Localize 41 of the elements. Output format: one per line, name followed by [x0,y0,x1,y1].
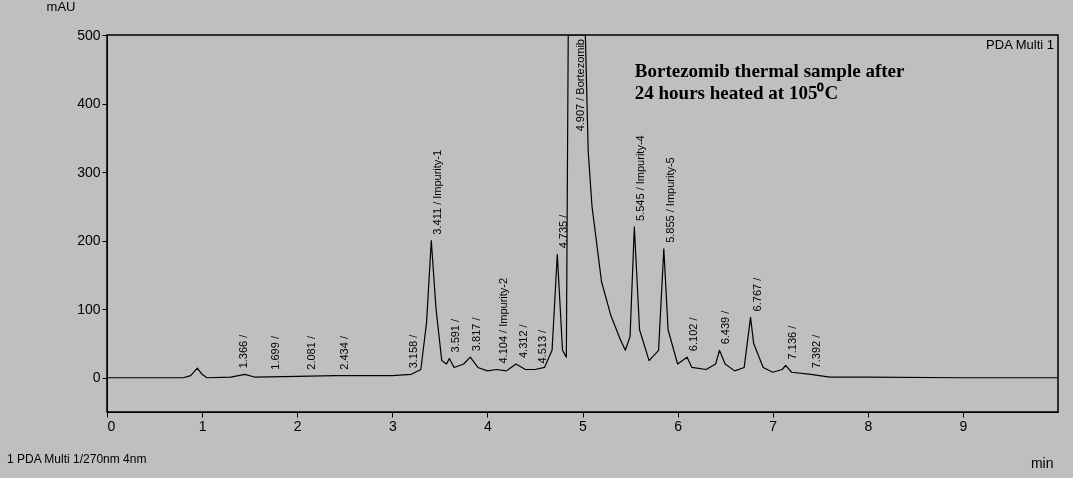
x-tick-label: 6 [674,417,683,434]
annotation: 6.102 / [687,316,700,352]
annotation: 7.392 / [809,333,822,369]
annotation: 4.104 / Impurity-2 [497,277,510,364]
annotation: Bortezomib thermal sample after 24 hours heated at 105⁰C [634,60,905,103]
annotation: 1.366 / [236,333,249,369]
y-axis-title: mAU [46,0,76,14]
annotation: 2.434 / [338,335,351,370]
annotation: 6.439 / [719,309,732,345]
text: 1 PDA Multi 1/270nm 4nm [7,452,147,466]
annotation: 3.591 / [448,317,461,353]
x-tick-label: 3 [388,417,397,434]
y-tick-label: 500 [77,26,101,43]
annotation: 4.513 / [536,328,549,364]
annotation: 7.136 / [785,324,798,360]
y-tick-label: 0 [92,369,101,386]
x-axis-title: min [1030,454,1054,471]
annotation: 1.699 / [268,335,281,370]
annotation: 5.855 / Impurity-5 [663,157,676,243]
annotation: PDA Multi 1 [986,37,1054,52]
x-tick-label: 0 [107,417,116,434]
x-tick-label: 8 [864,417,873,434]
annotation: 3.817 / [470,316,482,352]
annotation: 4.907 / Bortezomib [573,39,586,132]
y-tick-label: 200 [77,232,101,249]
x-tick-label: 5 [579,417,588,434]
y-tick-label: 300 [77,163,101,180]
annotation: 5.545 / Impurity-4 [634,135,647,221]
x-tick-label: 1 [198,417,207,434]
annotation: 3.158 / [407,333,420,369]
annotation: 6.767 / [750,276,763,312]
x-tick-label: 2 [293,417,302,434]
x-tick-label: 7 [769,417,778,434]
annotation: 4.312 / [517,323,530,359]
annotation: 3.411 / Impurity-1 [431,149,444,235]
x-tick-label: 4 [484,417,492,434]
x-tick-label: 9 [959,417,968,434]
y-tick-label: 400 [77,95,101,112]
annotation: 2.081 / [304,335,317,370]
y-tick-label: 100 [77,300,101,317]
annotation: 4.735 / [557,213,570,249]
